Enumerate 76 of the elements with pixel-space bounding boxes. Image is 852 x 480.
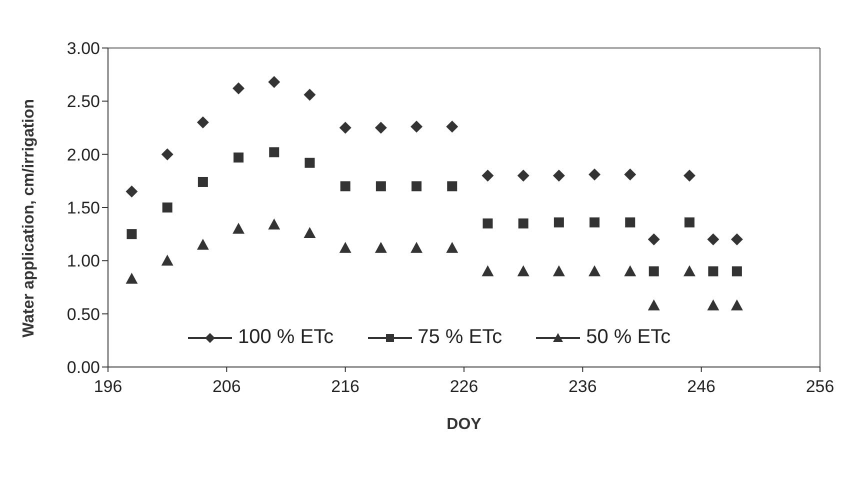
point xyxy=(590,217,600,228)
point xyxy=(648,233,660,246)
point xyxy=(707,299,720,310)
x-tick-label: 256 xyxy=(806,377,834,396)
point xyxy=(648,299,660,310)
y-tick-label: 0.50 xyxy=(66,304,100,324)
point xyxy=(198,176,208,187)
point xyxy=(126,229,137,240)
point xyxy=(304,88,316,101)
point xyxy=(446,120,458,133)
point xyxy=(447,181,458,192)
legend-label: 75 % ETc xyxy=(418,326,502,349)
point xyxy=(374,122,387,134)
point xyxy=(552,170,565,182)
point xyxy=(196,116,209,128)
point xyxy=(708,266,718,276)
legend-label: 50 % ETc xyxy=(586,326,671,349)
point xyxy=(339,242,352,253)
point xyxy=(482,218,493,228)
point xyxy=(410,120,423,133)
point xyxy=(232,82,245,94)
point xyxy=(732,266,742,276)
point xyxy=(232,222,245,234)
point xyxy=(412,181,422,192)
point xyxy=(707,233,720,246)
point xyxy=(554,217,564,228)
point xyxy=(683,265,696,276)
x-axis-title: DOY xyxy=(446,416,482,433)
point xyxy=(625,217,636,228)
point xyxy=(268,218,280,230)
y-tick-label: 2.00 xyxy=(66,145,100,164)
point xyxy=(588,265,601,276)
point xyxy=(162,202,172,212)
point xyxy=(730,299,743,310)
point xyxy=(196,238,209,250)
point xyxy=(588,168,601,181)
y-axis-title: Water application, cm/irrigation xyxy=(20,98,38,338)
point xyxy=(517,265,530,276)
y-tick-label: 0.00 xyxy=(66,358,100,378)
point xyxy=(304,227,316,238)
point xyxy=(683,170,696,182)
point xyxy=(374,242,387,253)
point xyxy=(684,217,694,228)
x-tick-label: 226 xyxy=(450,377,478,396)
point xyxy=(517,170,530,182)
y-tick-label: 3.00 xyxy=(66,39,100,58)
y-tick-label: 1.00 xyxy=(66,252,100,271)
point xyxy=(339,122,352,134)
point xyxy=(730,233,743,246)
point xyxy=(304,158,315,168)
point xyxy=(161,254,174,266)
point xyxy=(268,76,280,88)
point xyxy=(446,242,458,253)
legend-label: 100 % ETc xyxy=(238,326,334,349)
point xyxy=(482,265,494,276)
x-tick-label: 216 xyxy=(331,377,360,396)
x-tick-label: 196 xyxy=(94,377,122,396)
point xyxy=(482,170,494,182)
point xyxy=(518,218,528,228)
point xyxy=(126,272,138,284)
point xyxy=(376,181,386,192)
point xyxy=(624,265,636,276)
x-tick-label: 246 xyxy=(687,377,716,396)
point xyxy=(552,265,565,276)
y-tick-label: 1.50 xyxy=(66,198,100,218)
point xyxy=(624,168,636,181)
point xyxy=(410,242,423,253)
x-tick-label: 236 xyxy=(568,377,597,396)
x-tick-label: 206 xyxy=(212,377,241,396)
point xyxy=(234,152,244,163)
point xyxy=(340,181,350,192)
y-tick-label: 2.50 xyxy=(66,92,100,112)
point xyxy=(161,148,174,160)
point xyxy=(269,147,280,158)
point xyxy=(648,266,659,276)
point xyxy=(126,186,138,198)
